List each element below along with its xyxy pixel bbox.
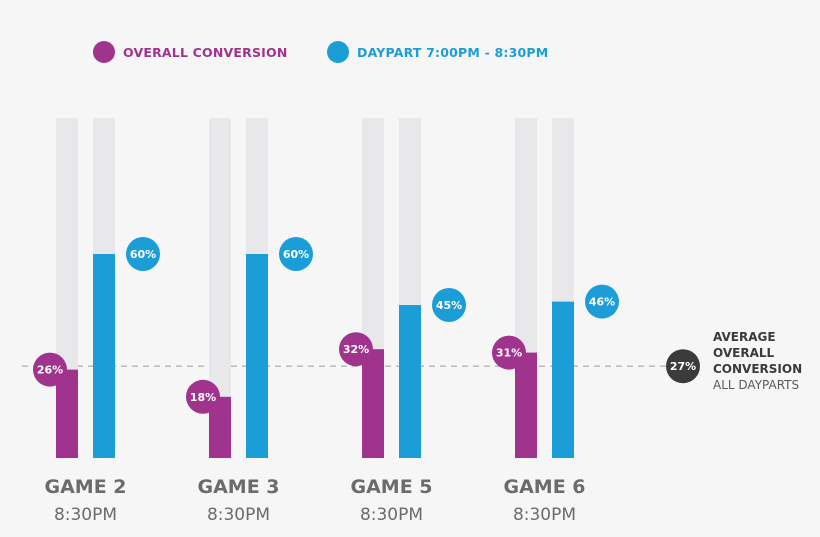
value-label-1-2: 60% bbox=[130, 248, 156, 261]
average-title-line-2: OVERALL bbox=[713, 346, 775, 360]
value-badge-1-2 bbox=[126, 237, 160, 271]
bar-track-2-1 bbox=[209, 118, 231, 458]
bar-daypart-4 bbox=[552, 301, 574, 458]
value-label-4-1: 31% bbox=[496, 347, 522, 360]
category-time-1: 8:30PM bbox=[54, 505, 117, 525]
value-badge-3-2 bbox=[432, 288, 466, 322]
bar-overall-1 bbox=[56, 369, 78, 458]
legend-marker-1 bbox=[93, 41, 115, 63]
value-badge-2-1 bbox=[186, 379, 220, 414]
category-label-3: GAME 5 bbox=[350, 476, 432, 498]
bar-daypart-3 bbox=[399, 305, 421, 458]
value-badge-4-1 bbox=[492, 335, 526, 370]
value-label-2-1: 18% bbox=[190, 391, 216, 404]
average-value-label: 27% bbox=[670, 360, 696, 373]
category-label-2: GAME 3 bbox=[197, 476, 279, 498]
category-time-3: 8:30PM bbox=[360, 505, 423, 525]
average-title-line-1: AVERAGE bbox=[713, 330, 776, 344]
category-label-1: GAME 2 bbox=[44, 476, 126, 498]
bar-daypart-2 bbox=[246, 254, 268, 458]
value-label-1-1: 26% bbox=[37, 364, 63, 377]
average-badge bbox=[666, 349, 700, 384]
value-badge-2-2 bbox=[279, 237, 313, 271]
value-label-3-2: 45% bbox=[436, 299, 462, 312]
legend-label-2: DAYPART 7:00PM - 8:30PM bbox=[357, 45, 548, 60]
value-badge-4-2 bbox=[585, 284, 619, 319]
bar-overall-4 bbox=[515, 352, 537, 458]
category-label-4: GAME 6 bbox=[503, 476, 585, 498]
legend-label-1: OVERALL CONVERSION bbox=[123, 45, 288, 60]
bar-overall-2 bbox=[209, 396, 231, 458]
category-time-4: 8:30PM bbox=[513, 505, 576, 525]
average-title-line-3: CONVERSION bbox=[713, 362, 802, 376]
value-badge-3-1 bbox=[339, 332, 373, 367]
value-badge-1-1 bbox=[33, 352, 67, 387]
bar-overall-3 bbox=[362, 349, 384, 458]
value-label-3-1: 32% bbox=[343, 343, 369, 356]
legend-marker-2 bbox=[327, 41, 349, 63]
category-time-2: 8:30PM bbox=[207, 505, 270, 525]
bar-daypart-1 bbox=[93, 254, 115, 458]
value-label-2-2: 60% bbox=[283, 248, 309, 261]
average-subtitle: ALL DAYPARTS bbox=[713, 378, 799, 392]
value-label-4-2: 46% bbox=[589, 296, 615, 309]
